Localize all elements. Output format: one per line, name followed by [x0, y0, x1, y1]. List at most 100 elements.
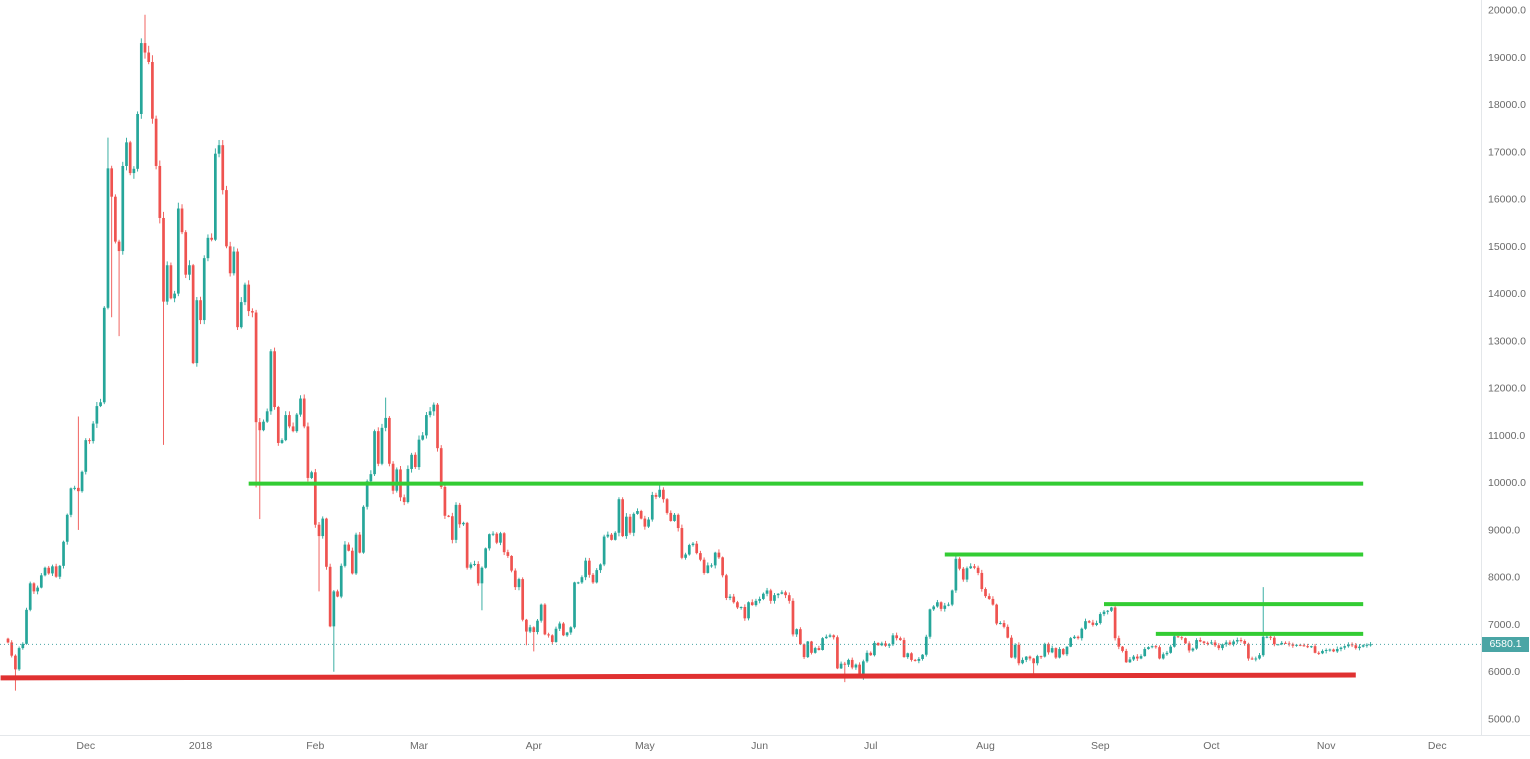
candle-body: [732, 596, 736, 603]
candle-body: [865, 652, 869, 662]
candle-body: [576, 582, 580, 584]
candle-body: [899, 638, 902, 641]
support-trendline-5900[interactable]: [0, 672, 1356, 681]
candle-body: [891, 635, 895, 645]
candle-body: [654, 494, 658, 497]
candle-body: [876, 642, 880, 646]
candle-body: [1339, 647, 1343, 650]
candle-body: [332, 591, 336, 627]
candle-body: [6, 638, 10, 643]
candle-body: [65, 514, 69, 542]
candle-body: [536, 620, 539, 633]
candle-body: [450, 516, 454, 540]
time-axis[interactable]: Dec 2018 Feb Mar Apr May Jun Jul Aug Sep Oct Nov Dec: [76, 740, 1446, 752]
candle-body: [1076, 636, 1080, 639]
candle-body: [828, 635, 832, 637]
candle-body: [613, 532, 617, 540]
candle-body: [1313, 646, 1317, 653]
candle-body: [1161, 654, 1165, 659]
candle-body: [302, 398, 306, 427]
candle-body: [102, 307, 106, 403]
candle-body: [1039, 656, 1043, 658]
candle-body: [739, 606, 743, 608]
candle-body: [1239, 640, 1243, 642]
time-axis-label: Feb: [306, 740, 324, 752]
candle-body: [443, 486, 447, 516]
candle-body: [969, 566, 973, 569]
candle-body: [158, 165, 162, 218]
candle-body: [832, 635, 836, 638]
candle-body: [225, 190, 228, 247]
candle-body: [62, 541, 65, 566]
candle-body: [543, 604, 547, 635]
candle-body: [202, 258, 206, 321]
candle-body: [247, 284, 251, 312]
candle-body: [562, 623, 565, 636]
candle-body: [1128, 659, 1132, 663]
time-axis-label: Mar: [410, 740, 429, 752]
candle-body: [795, 629, 799, 635]
candle-body: [773, 595, 776, 601]
candle-body: [1106, 610, 1110, 612]
candle-body: [958, 558, 961, 569]
candle-body: [506, 552, 510, 556]
candle-body: [214, 153, 217, 240]
candle-body: [14, 655, 17, 670]
candle-body: [684, 554, 687, 558]
candle-body: [358, 534, 362, 553]
candle-body: [591, 574, 595, 583]
candle-body: [195, 300, 199, 364]
candle-body: [491, 533, 495, 535]
candle-body: [895, 635, 898, 639]
candle-body: [99, 402, 102, 407]
last-price-label: 6580.1: [1482, 636, 1529, 652]
candle-body: [476, 563, 480, 584]
candle-body: [262, 421, 265, 431]
candle-body: [1028, 656, 1032, 659]
candle-body: [47, 567, 51, 574]
candle-body: [1010, 637, 1013, 658]
candle-body: [802, 644, 806, 658]
candle-body: [39, 575, 43, 588]
candle-body: [1061, 649, 1065, 655]
candle-body: [465, 522, 469, 568]
candle-body: [1272, 637, 1276, 645]
candle-body: [662, 489, 665, 500]
candle-body: [639, 511, 643, 519]
price-axis-label: 14000.0: [1488, 288, 1526, 300]
candle-body: [928, 609, 932, 637]
candle-body: [1361, 645, 1365, 647]
candle-body: [284, 415, 288, 441]
candle-body: [973, 566, 976, 568]
candle-body: [887, 644, 891, 646]
candle-body: [280, 440, 284, 443]
candle-body: [458, 504, 462, 525]
candle-body: [417, 439, 421, 468]
candle-body: [84, 440, 88, 472]
candle-body: [221, 145, 225, 191]
candle-body: [906, 653, 910, 658]
candle-body: [173, 293, 176, 299]
candle-body: [762, 593, 765, 599]
candle-body: [1206, 642, 1210, 644]
candle-body: [1087, 621, 1091, 623]
candle-body: [484, 548, 487, 568]
price-axis[interactable]: 20000.0 19000.0 18000.0 17000.0 16000.0 15000…: [1488, 5, 1526, 726]
candle-body: [995, 604, 998, 624]
candle-body: [347, 544, 350, 551]
candle-body: [1095, 623, 1098, 625]
candle-body: [628, 516, 632, 533]
candle-body: [265, 411, 269, 422]
price-axis-label: 7000.0: [1488, 619, 1520, 631]
candle-body: [1032, 658, 1035, 664]
candle-body: [32, 583, 36, 592]
candle-body: [558, 623, 562, 629]
candle-body: [721, 557, 724, 576]
candle-body: [147, 52, 151, 62]
candle-body: [921, 654, 924, 659]
candle-body: [413, 454, 417, 468]
candle-body: [136, 113, 139, 169]
candle-body: [232, 251, 236, 274]
